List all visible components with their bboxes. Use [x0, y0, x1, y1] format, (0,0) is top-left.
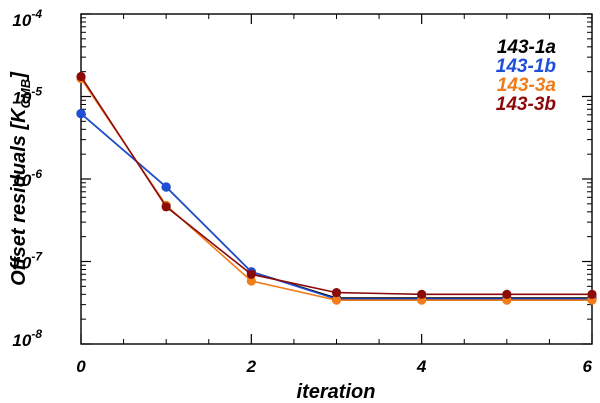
y-tick-label: 10-4 — [12, 7, 42, 30]
series-point-143-3a — [331, 295, 342, 305]
y-tick-label: 10-8 — [12, 327, 42, 350]
y-tick-label-base: 10 — [12, 11, 31, 30]
x-tick-label: 6 — [583, 357, 593, 376]
x-tick-labels: 0 2 4 6 — [76, 357, 592, 376]
x-tick-label: 0 — [76, 357, 86, 376]
y-tick-label: 10-7 — [12, 250, 43, 273]
series-line-143-1a — [80, 112, 592, 299]
y-tick-label-exponent: -8 — [31, 327, 42, 341]
series-point-143-3b — [502, 289, 512, 299]
legend-entry-143-1b: 143-1b — [496, 56, 557, 77]
series-point-143-3b — [587, 289, 597, 299]
y-tick-label: 10-6 — [12, 167, 42, 190]
y-tick-label-base: 10 — [12, 254, 31, 273]
y-axis-label-close: ] — [8, 71, 30, 81]
legend-entry-143-1a: 143-1a — [497, 37, 557, 58]
x-tick-label: 4 — [416, 357, 427, 376]
legend-entry-143-3a: 143-3a — [497, 75, 557, 96]
series-line-143-1b — [80, 112, 592, 300]
y-tick-label-base: 10 — [12, 89, 31, 108]
x-tick-label: 2 — [246, 357, 257, 376]
series-point-143-3b — [161, 202, 171, 212]
series-point-143-3b — [246, 269, 256, 279]
y-tick-label-base: 10 — [12, 171, 31, 190]
x-axis-label: iteration — [297, 381, 376, 403]
series-point-143-3b — [417, 289, 427, 299]
series-group — [76, 71, 597, 305]
y-tick-label-exponent: -6 — [31, 167, 42, 181]
y-tick-label: 10-5 — [12, 85, 42, 108]
y-tick-label-exponent: -7 — [31, 250, 43, 264]
series-point-143-1b — [76, 109, 86, 119]
y-tick-label-exponent: -5 — [31, 85, 42, 99]
y-axis-label-main: Offset residuals [K — [8, 107, 30, 286]
y-tick-labels: 10-810-710-610-510-4 — [12, 7, 43, 350]
major-ticks — [80, 13, 593, 345]
series-point-143-3b — [76, 71, 86, 82]
y-axis-label-sub: CMB — [18, 79, 33, 109]
y-tick-label-base: 10 — [12, 331, 31, 350]
series-point-143-3b — [331, 287, 342, 298]
y-tick-label-exponent: -4 — [31, 7, 42, 21]
series-point-143-1b — [161, 182, 171, 192]
legend-entry-143-3b: 143-3b — [496, 94, 557, 115]
y-axis-label: Offset residuals [KCMB] — [8, 71, 33, 286]
series-point-143-3a — [246, 276, 256, 286]
